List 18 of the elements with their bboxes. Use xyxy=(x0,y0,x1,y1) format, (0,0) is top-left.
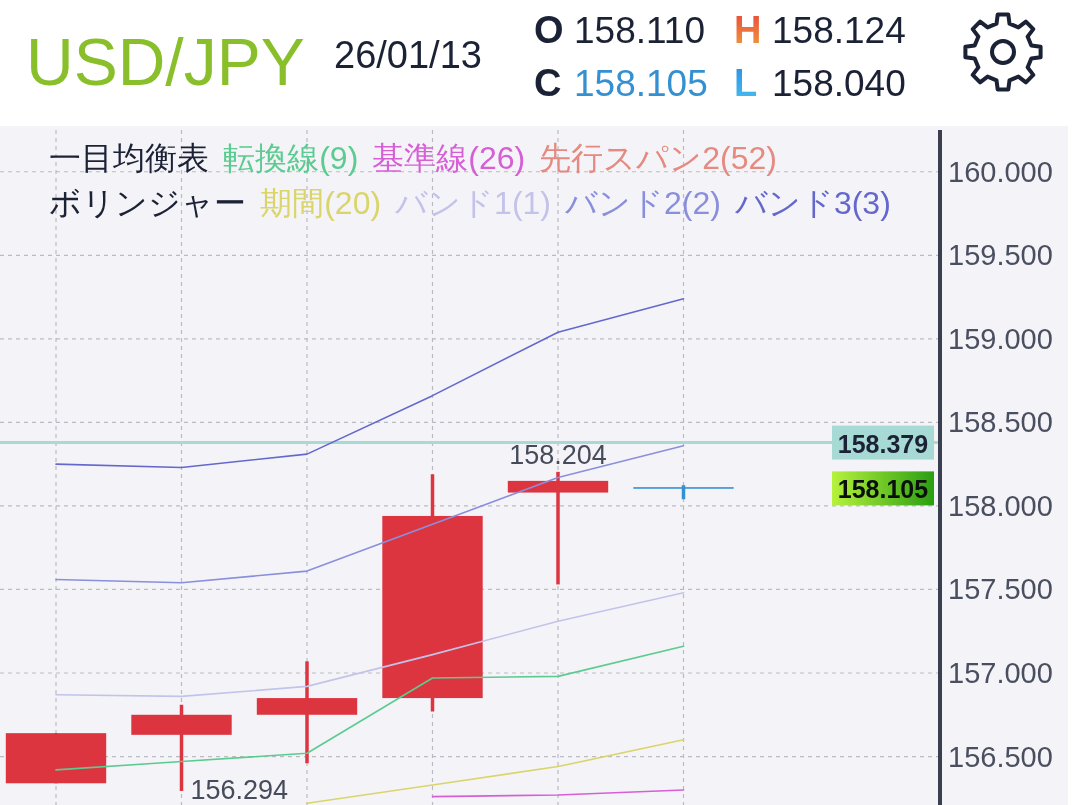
text: 158.110 xyxy=(574,10,705,51)
y-tick-label: 158.000 xyxy=(948,489,1053,522)
y-tick-label: 158.500 xyxy=(948,406,1053,439)
text: 158.105 xyxy=(574,63,708,104)
y-tick-label: 159.500 xyxy=(948,239,1053,272)
y-tick-label: 160.000 xyxy=(948,155,1053,188)
text: 158.040 xyxy=(772,63,906,104)
text: H xyxy=(734,9,762,51)
y-tick-label: 157.500 xyxy=(948,573,1053,606)
chart-subtitle: 26/01/13 xyxy=(334,34,482,76)
text: O xyxy=(534,9,564,51)
y-tick-label: 159.000 xyxy=(948,322,1053,355)
text: L xyxy=(734,62,758,104)
text: C xyxy=(534,62,562,104)
y-tick-label: 156.500 xyxy=(948,740,1053,773)
y-tick-label: 157.000 xyxy=(948,657,1053,690)
text: 158.124 xyxy=(772,10,906,51)
chart-title: USD/JPY xyxy=(26,25,305,99)
